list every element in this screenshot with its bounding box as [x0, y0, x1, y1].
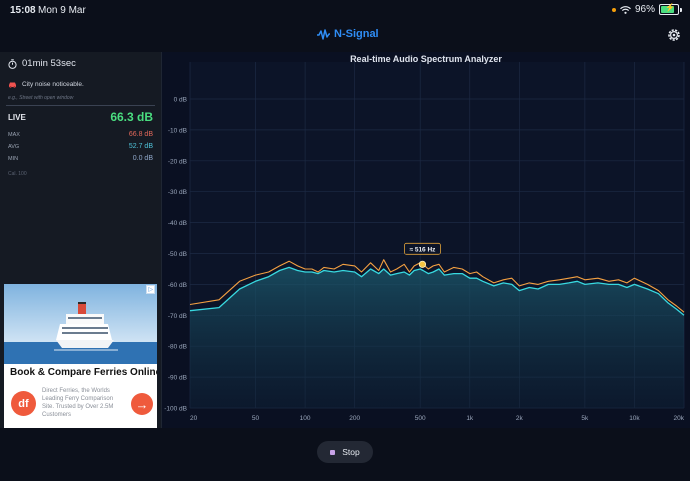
y-tick-label: -20 dB: [168, 158, 187, 165]
charging-bolt-icon: ⚡: [665, 3, 675, 12]
status-bar: 15:08 Mon 9 Mar 96% ⚡: [0, 0, 690, 20]
x-tick-label: 500: [415, 415, 426, 422]
stop-label: Stop: [342, 447, 360, 457]
y-tick-label: -90 dB: [168, 375, 187, 382]
x-axis-ticks: 20 50 100 200 500 1k 2k 5k 10k 20k: [190, 415, 685, 422]
y-tick-label: -70 dB: [168, 313, 187, 320]
car-icon: [9, 82, 16, 88]
spectrum-chart: Real-time Audio Spectrum Analyzer 0 dB -1…: [162, 52, 690, 428]
min-label: MIN: [8, 156, 19, 162]
divider: [6, 105, 155, 106]
min-value: 0.0 dB: [132, 155, 153, 162]
y-tick-label: -10 dB: [168, 127, 187, 134]
x-tick-label: 200: [349, 415, 360, 422]
waveform-icon: [317, 28, 330, 40]
max-label: MAX: [8, 132, 20, 138]
ad-choices-icon[interactable]: ▷: [146, 285, 155, 294]
y-tick-label: 0 dB: [174, 97, 187, 104]
note-text: City noise noticeable.: [22, 81, 84, 88]
x-tick-label: 20k: [674, 415, 685, 422]
ad-description: Direct Ferries, the Worlds Leading Ferry…: [42, 388, 114, 418]
stopwatch-icon: [8, 58, 17, 69]
peak-marker: ≈ 516 Hz: [404, 242, 441, 268]
status-date: Mon 9 Mar: [38, 5, 86, 16]
peak-point: [418, 260, 427, 268]
note-hint: e.g., Street with open window: [8, 95, 74, 101]
x-tick-label: 1k: [466, 415, 474, 422]
y-tick-label: -50 dB: [168, 251, 187, 258]
status-time: 15:08: [10, 5, 36, 16]
y-tick-label: -40 dB: [168, 220, 187, 227]
series-line-cyan: [189, 266, 685, 316]
battery-icon: ⚡: [659, 3, 679, 15]
avg-label: AVG: [8, 144, 20, 150]
stop-icon: [330, 449, 336, 455]
ferry-image: [4, 284, 157, 364]
gear-icon[interactable]: [666, 27, 682, 43]
series-area: [190, 267, 684, 408]
timer-value: 01min 53sec: [22, 58, 76, 69]
x-tick-label: 100: [300, 415, 311, 422]
battery-cap: [680, 7, 682, 12]
x-tick-label: 10k: [629, 415, 640, 422]
y-tick-label: -60 dB: [168, 282, 187, 289]
y-tick-label: -30 dB: [168, 189, 187, 196]
series-line-orange: [189, 259, 685, 313]
battery-fill: [661, 6, 675, 13]
ad-title[interactable]: Book & Compare Ferries Online: [10, 367, 157, 378]
bottom-controls: Stop: [0, 428, 690, 481]
peak-label-box: [404, 242, 441, 255]
ad-banner[interactable]: ▷ Book & Compare Ferries Online df Direc…: [4, 284, 157, 428]
app-logo: N-Signal: [316, 28, 379, 40]
x-tick-label: 20: [190, 415, 198, 422]
max-value: 66.8 dB: [128, 131, 153, 138]
ad-logo: df: [11, 391, 36, 416]
wifi-icon: [620, 5, 631, 14]
arrow-right-icon[interactable]: →: [131, 393, 153, 415]
chart-series: [189, 259, 685, 408]
session-note[interactable]: City noise noticeable.: [8, 81, 84, 88]
x-tick-label: 50: [252, 415, 260, 422]
live-label: LIVE: [8, 113, 26, 122]
x-tick-label: 5k: [581, 415, 589, 422]
app-header: N-Signal: [0, 20, 690, 52]
avg-value: 52.7 dB: [128, 143, 153, 150]
stop-button[interactable]: Stop: [317, 441, 373, 463]
chart-title: Real-time Audio Spectrum Analyzer: [350, 54, 502, 64]
y-tick-label: -80 dB: [168, 344, 187, 351]
recording-indicator-icon: [611, 7, 616, 12]
x-tick-label: 2k: [516, 415, 524, 422]
calibration-label: Cal. 100: [8, 171, 27, 177]
y-tick-label: -100 dB: [164, 406, 187, 413]
status-indicators: 96% ⚡: [611, 3, 682, 15]
battery-percent: 96%: [634, 4, 655, 15]
app-name: N-Signal: [334, 28, 379, 40]
session-timer: 01min 53sec: [8, 58, 76, 69]
spectrum-chart-svg: Real-time Audio Spectrum Analyzer 0 dB -1…: [164, 54, 685, 422]
live-value: 66.3 dB: [110, 110, 153, 124]
y-axis-ticks: 0 dB -10 dB -20 dB -30 dB -40 dB -50 dB -60 dB…: [164, 97, 187, 413]
peak-label: ≈ 516 Hz: [409, 246, 436, 253]
